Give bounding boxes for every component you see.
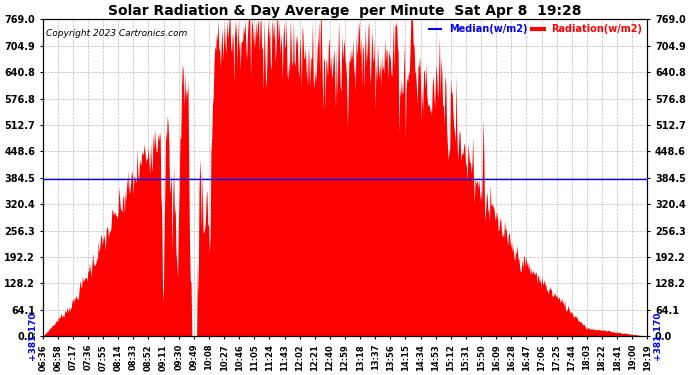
Text: +381.170: +381.170 [653,312,662,360]
Title: Solar Radiation & Day Average  per Minute  Sat Apr 8  19:28: Solar Radiation & Day Average per Minute… [108,4,582,18]
Text: +381.170: +381.170 [28,312,37,360]
Legend: Median(w/m2), Radiation(w/m2): Median(w/m2), Radiation(w/m2) [429,24,642,34]
Text: Copyright 2023 Cartronics.com: Copyright 2023 Cartronics.com [46,29,187,38]
